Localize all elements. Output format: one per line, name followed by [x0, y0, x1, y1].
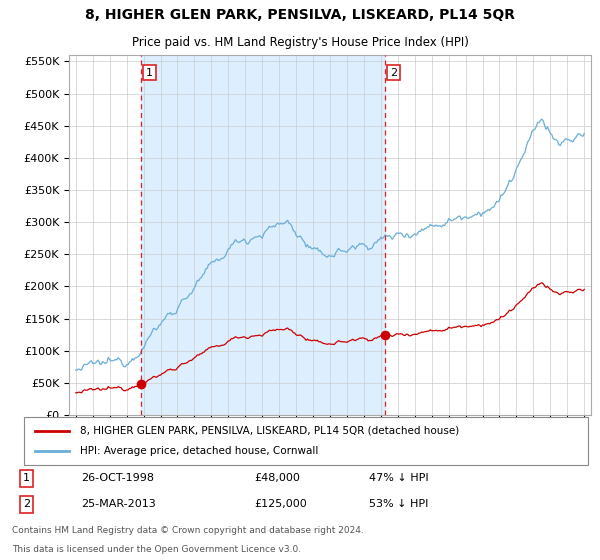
Text: 2: 2 [23, 500, 30, 510]
Text: HPI: Average price, detached house, Cornwall: HPI: Average price, detached house, Corn… [80, 446, 319, 456]
Text: This data is licensed under the Open Government Licence v3.0.: This data is licensed under the Open Gov… [12, 545, 301, 554]
Text: £125,000: £125,000 [254, 500, 307, 510]
Text: 53% ↓ HPI: 53% ↓ HPI [369, 500, 428, 510]
Text: 47% ↓ HPI: 47% ↓ HPI [369, 473, 429, 483]
Bar [140, 55, 385, 415]
Text: Contains HM Land Registry data © Crown copyright and database right 2024.: Contains HM Land Registry data © Crown c… [12, 526, 364, 535]
Text: 8, HIGHER GLEN PARK, PENSILVA, LISKEARD, PL14 5QR: 8, HIGHER GLEN PARK, PENSILVA, LISKEARD,… [85, 8, 515, 22]
Text: 1: 1 [23, 473, 30, 483]
Text: 25-MAR-2013: 25-MAR-2013 [81, 500, 156, 510]
Text: £48,000: £48,000 [254, 473, 300, 483]
Text: Price paid vs. HM Land Registry's House Price Index (HPI): Price paid vs. HM Land Registry's House … [131, 36, 469, 49]
FancyBboxPatch shape [24, 417, 588, 465]
Text: 1: 1 [146, 68, 153, 78]
Text: 2: 2 [389, 68, 397, 78]
Text: 8, HIGHER GLEN PARK, PENSILVA, LISKEARD, PL14 5QR (detached house): 8, HIGHER GLEN PARK, PENSILVA, LISKEARD,… [80, 426, 460, 436]
Text: 26-OCT-1998: 26-OCT-1998 [81, 473, 154, 483]
